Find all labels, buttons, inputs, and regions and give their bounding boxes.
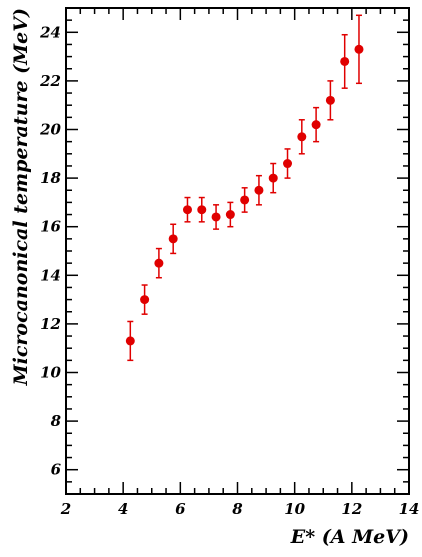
y-tick-label: 12: [40, 315, 61, 333]
y-tick-label: 18: [40, 169, 61, 187]
y-tick-label: 20: [39, 121, 61, 139]
data-point: [154, 258, 164, 268]
y-tick-label: 14: [40, 266, 61, 284]
x-tick-label: 2: [60, 500, 71, 518]
data-point: [325, 95, 335, 105]
data-point: [268, 173, 278, 183]
y-tick-label: 6: [51, 461, 62, 479]
data-point: [140, 295, 150, 305]
y-axis-title: Microcanonical temperature (MeV): [10, 8, 32, 386]
data-point: [197, 205, 207, 215]
data-point: [254, 185, 264, 195]
plot-frame: [65, 7, 410, 495]
x-tick-label: 8: [232, 500, 243, 518]
data-point: [168, 234, 178, 244]
x-axis-title: E* (A MeV): [290, 526, 409, 548]
y-tick-label: 24: [39, 23, 61, 41]
data-point: [211, 212, 221, 222]
x-tick-label: 12: [341, 500, 362, 518]
data-point: [283, 159, 293, 169]
data-point: [182, 205, 192, 215]
x-tick-label: 6: [175, 500, 186, 518]
x-tick-label: 4: [118, 500, 128, 518]
data-point: [354, 44, 364, 54]
x-tick-label: 10: [284, 500, 305, 518]
y-tick-label: 16: [40, 218, 61, 236]
data-point: [297, 132, 307, 142]
data-point: [311, 120, 321, 130]
y-tick-label: 22: [39, 72, 61, 90]
data-point: [125, 336, 135, 346]
data-point: [340, 56, 350, 66]
marks-layer: [125, 14, 364, 362]
y-tick-label: 8: [51, 412, 62, 430]
data-point: [225, 210, 235, 220]
y-tick-label: 10: [40, 364, 61, 382]
x-tick-label: 14: [399, 500, 420, 518]
data-point: [240, 195, 250, 205]
